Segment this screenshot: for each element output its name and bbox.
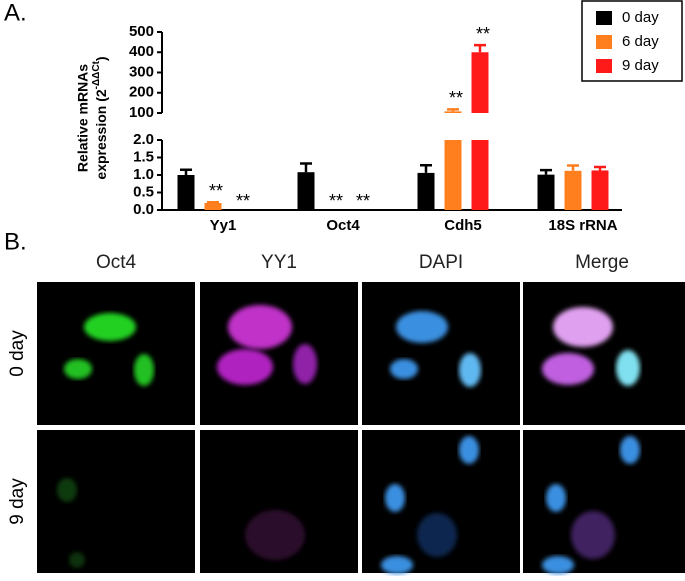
- micrograph: [37, 282, 195, 425]
- micrograph: [37, 430, 195, 573]
- bar: [444, 111, 462, 113]
- cell: [69, 552, 85, 568]
- column-label: Oct4: [96, 252, 137, 273]
- cell: [245, 510, 305, 560]
- bar: [417, 172, 435, 210]
- y-axis-label-part: expression (2: [93, 89, 109, 179]
- y-axis-label: expression (2-ΔΔCt): [91, 56, 109, 179]
- error-bar: [474, 43, 486, 53]
- error-bar: [447, 108, 459, 112]
- bar: [297, 172, 315, 210]
- y-tick-label: 1.0: [133, 166, 154, 183]
- cell: [553, 307, 613, 347]
- image-grid: Oct4 YY1 DAPI Merge 0 day 9 day: [7, 252, 685, 574]
- y-tick-label: 2.0: [133, 131, 154, 148]
- significance: **: [236, 191, 250, 211]
- bar: [177, 175, 195, 210]
- x-tick-label: Yy1: [210, 217, 237, 234]
- error-bar: [420, 163, 432, 173]
- x-tick-label: 18S rRNA: [548, 217, 617, 234]
- legend-label: 9 day: [622, 57, 659, 74]
- legend-swatch: [596, 59, 612, 73]
- cell: [542, 556, 574, 574]
- bar: [591, 170, 609, 210]
- bar: [537, 174, 555, 210]
- y-tick-label: 200: [129, 84, 154, 101]
- cell: [620, 436, 640, 464]
- cell: [385, 484, 405, 512]
- cell: [571, 511, 615, 559]
- cell: [293, 344, 317, 384]
- panel-label: B.: [4, 228, 27, 255]
- bar-chart: 0.00.51.01.52.0 100 200 300 400 500 Relative m…: [75, 0, 683, 234]
- error-bar: [300, 162, 312, 173]
- cell: [84, 313, 136, 341]
- x-tick-label: Oct4: [326, 217, 360, 234]
- cell: [381, 556, 413, 574]
- y-tick-label: 0.0: [133, 201, 154, 218]
- legend-label: 6 day: [622, 33, 659, 50]
- legend-swatch: [596, 35, 612, 49]
- cell: [542, 353, 594, 385]
- column-label: Merge: [575, 252, 629, 273]
- y-tick-label: 0.5: [133, 183, 154, 200]
- row-label: 9 day: [7, 478, 28, 525]
- y-axis-label-part: ): [93, 56, 109, 61]
- significance: **: [356, 191, 370, 211]
- y-tick-label: 400: [129, 43, 154, 60]
- error-bar: [540, 168, 552, 175]
- legend-label: 0 day: [622, 9, 659, 26]
- cell: [417, 513, 457, 557]
- micrograph: [523, 282, 685, 425]
- error-bar: [567, 164, 579, 171]
- bar: [471, 52, 489, 113]
- bar: [444, 140, 462, 210]
- error-bar: [594, 165, 606, 171]
- cell: [546, 484, 566, 512]
- row-label: 0 day: [7, 330, 28, 377]
- cell: [228, 305, 292, 349]
- error-bar: [207, 201, 219, 204]
- y-tick-label: 1.5: [133, 148, 154, 165]
- bar: [564, 170, 582, 210]
- y-tick-label: 100: [129, 104, 154, 121]
- cell: [217, 349, 273, 385]
- y-tick-label: 500: [129, 23, 154, 40]
- panel-label: A.: [4, 0, 27, 26]
- cell: [64, 359, 92, 379]
- micrograph: [362, 282, 520, 425]
- y-axis-label: Relative mRNAs: [75, 64, 91, 172]
- column-label: YY1: [261, 252, 297, 273]
- cell: [459, 436, 479, 464]
- cell: [616, 350, 640, 386]
- y-tick-label: 300: [129, 63, 154, 80]
- cell: [134, 354, 154, 386]
- significance: **: [476, 24, 490, 44]
- y-axis-label-part: -ΔΔCt: [91, 60, 102, 89]
- significance: **: [329, 191, 343, 211]
- error-bar: [180, 168, 192, 175]
- bar: [204, 203, 222, 210]
- cell: [459, 353, 481, 387]
- legend-swatch: [596, 11, 612, 25]
- cell: [57, 478, 77, 502]
- significance: **: [449, 88, 463, 108]
- bar: [471, 140, 489, 210]
- cell: [396, 311, 448, 343]
- cell: [390, 359, 418, 379]
- column-label: DAPI: [419, 252, 463, 273]
- micrograph: [200, 282, 358, 425]
- significance: **: [209, 181, 223, 201]
- x-tick-label: Cdh5: [444, 217, 482, 234]
